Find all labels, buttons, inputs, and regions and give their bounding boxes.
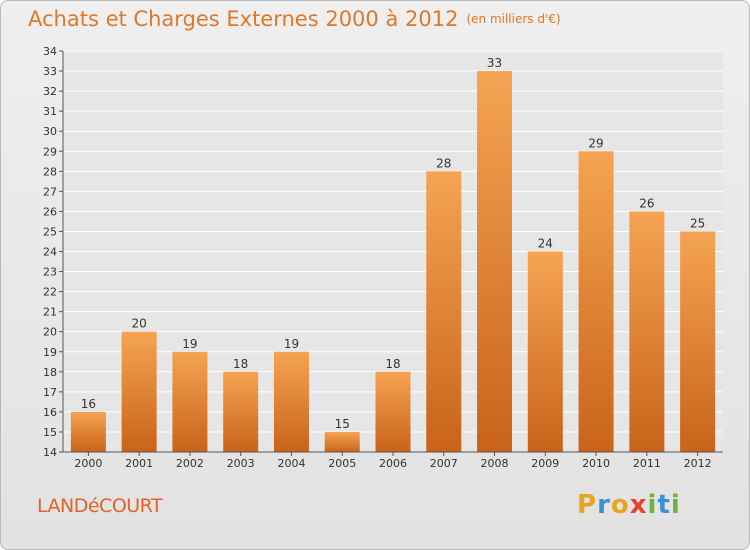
bar-2004 <box>273 351 309 452</box>
x-tick-label-2004: 2004 <box>277 457 305 470</box>
y-tick-label: 26 <box>43 205 57 218</box>
y-tick-label: 30 <box>43 125 57 138</box>
y-tick-label: 15 <box>43 426 57 439</box>
data-label-2006: 18 <box>385 357 400 371</box>
x-tick-label-2008: 2008 <box>481 457 509 470</box>
x-tick-label-2009: 2009 <box>531 457 559 470</box>
data-label-2010: 29 <box>588 136 603 150</box>
logo-letter: o <box>610 490 630 520</box>
proxiti-logo: Proxiti <box>577 490 681 520</box>
bar-2009 <box>527 251 563 452</box>
x-tick-label-2003: 2003 <box>227 457 255 470</box>
logo-letter: i <box>647 490 658 520</box>
y-tick-label: 22 <box>43 286 57 299</box>
y-tick-label: 20 <box>43 326 57 339</box>
logo-letter: x <box>629 490 648 520</box>
y-tick-label: 31 <box>43 105 57 118</box>
y-tick-label: 16 <box>43 406 57 419</box>
y-tick-label: 23 <box>43 266 57 279</box>
bar-2002 <box>172 351 208 452</box>
data-label-2008: 33 <box>487 56 502 70</box>
logo-letter: P <box>577 490 598 520</box>
bars <box>70 71 716 453</box>
y-tick-label: 27 <box>43 185 57 198</box>
bar-2012 <box>680 231 716 452</box>
x-tick-label-2001: 2001 <box>125 457 153 470</box>
y-tick-label: 25 <box>43 225 57 238</box>
data-label-2004: 19 <box>284 337 299 351</box>
x-tick-label-2010: 2010 <box>582 457 610 470</box>
chart-title-main: Achats et Charges Externes 2000 à 2012 <box>28 7 459 31</box>
x-tick-label-2006: 2006 <box>379 457 407 470</box>
bar-2006 <box>375 371 411 452</box>
labels: 16 2000 20 2001 19 2002 18 2003 19 2004 15 2005 18 20… <box>74 56 711 470</box>
y-tick-label: 24 <box>43 246 57 259</box>
y-tick-label: 34 <box>43 45 57 58</box>
logo-letter: i <box>670 490 681 520</box>
y-tick-label: 14 <box>43 446 57 459</box>
town-name: LANDéCOURT <box>37 495 163 517</box>
data-label-2001: 20 <box>132 317 147 331</box>
bar-2003 <box>223 371 259 452</box>
data-label-2009: 24 <box>538 237 553 251</box>
data-label-2007: 28 <box>436 156 451 170</box>
bar-2001 <box>121 331 157 452</box>
y-tick-label: 19 <box>43 346 57 359</box>
x-tick-label-2005: 2005 <box>328 457 356 470</box>
bar-2011 <box>629 211 665 452</box>
y-tick-label: 18 <box>43 366 57 379</box>
y-tick-label: 17 <box>43 386 57 399</box>
x-tick-label-2000: 2000 <box>74 457 102 470</box>
chart-title: Achats et Charges Externes 2000 à 2012 (e… <box>28 7 561 31</box>
x-tick-label-2007: 2007 <box>430 457 458 470</box>
logo-letter: r <box>597 490 611 520</box>
bar-2010 <box>578 151 614 452</box>
y-tick-label: 32 <box>43 85 57 98</box>
bar-2007 <box>426 171 462 453</box>
bar-2000 <box>70 411 106 452</box>
data-label-2000: 16 <box>81 397 96 411</box>
data-label-2011: 26 <box>639 196 654 210</box>
data-label-2012: 25 <box>690 216 705 230</box>
bar-2008 <box>477 71 513 453</box>
data-label-2002: 19 <box>182 337 197 351</box>
y-tick-label: 28 <box>43 165 57 178</box>
y-tick-label: 29 <box>43 145 57 158</box>
logo-letter: t <box>657 490 671 520</box>
chart-title-unit: (en milliers d'€) <box>466 12 561 26</box>
data-label-2005: 15 <box>335 417 350 431</box>
x-tick-label-2002: 2002 <box>176 457 204 470</box>
x-tick-label-2011: 2011 <box>633 457 661 470</box>
x-tick-label-2012: 2012 <box>684 457 712 470</box>
y-tick-label: 33 <box>43 65 57 78</box>
bar-2005 <box>324 431 360 452</box>
data-label-2003: 18 <box>233 357 248 371</box>
y-tick-label: 21 <box>43 306 57 319</box>
